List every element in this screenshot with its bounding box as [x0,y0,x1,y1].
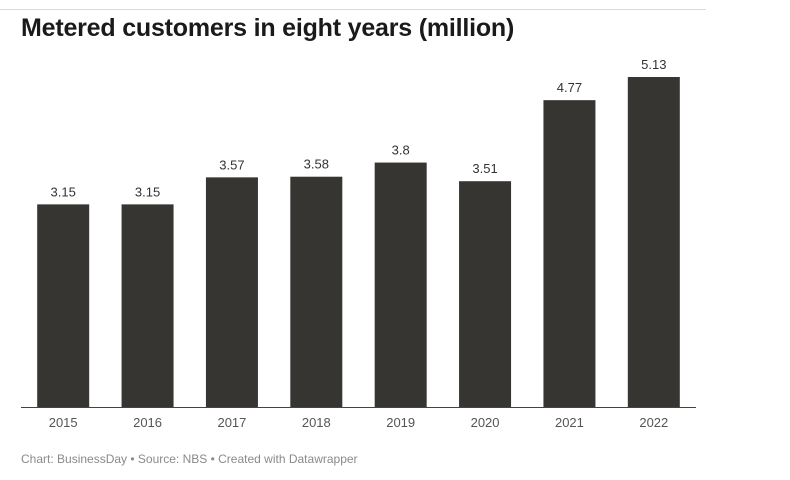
x-tick-label-2019: 2019 [386,415,415,430]
bars-layer [37,77,680,407]
x-tick-labels-layer: 2015 2016 2017 2018 2019 2020 2021 2022 [49,415,669,430]
bar-2019 [374,162,427,407]
value-label-2016: 3.15 [135,184,160,199]
value-label-2018: 3.58 [304,157,329,172]
chart-title: Metered customers in eight years (millio… [21,14,515,42]
bar-2022 [627,77,680,407]
bar-2016 [121,204,174,407]
x-tick-label-2018: 2018 [302,415,331,430]
value-label-2017: 3.57 [219,157,244,172]
bar-2021 [543,100,596,407]
x-tick-label-2021: 2021 [555,415,584,430]
value-labels-layer: 3.15 3.15 3.57 3.58 3.8 3.51 4.77 5.13 [51,57,667,199]
value-label-2020: 3.51 [472,161,497,176]
x-tick-label-2015: 2015 [49,415,78,430]
x-tick-label-2017: 2017 [217,415,246,430]
chart-footer: Chart: BusinessDay • Source: NBS • Creat… [21,452,358,466]
value-label-2015: 3.15 [51,184,76,199]
value-label-2019: 3.8 [392,143,410,158]
value-label-2022: 5.13 [641,57,666,72]
bar-2015 [37,204,90,407]
bar-2020 [459,181,512,407]
value-label-2021: 4.77 [557,80,582,95]
x-tick-label-2016: 2016 [133,415,162,430]
x-tick-label-2020: 2020 [471,415,500,430]
top-divider [0,9,706,10]
x-tick-label-2022: 2022 [639,415,668,430]
bar-2018 [290,176,343,407]
bar-2017 [205,177,258,407]
